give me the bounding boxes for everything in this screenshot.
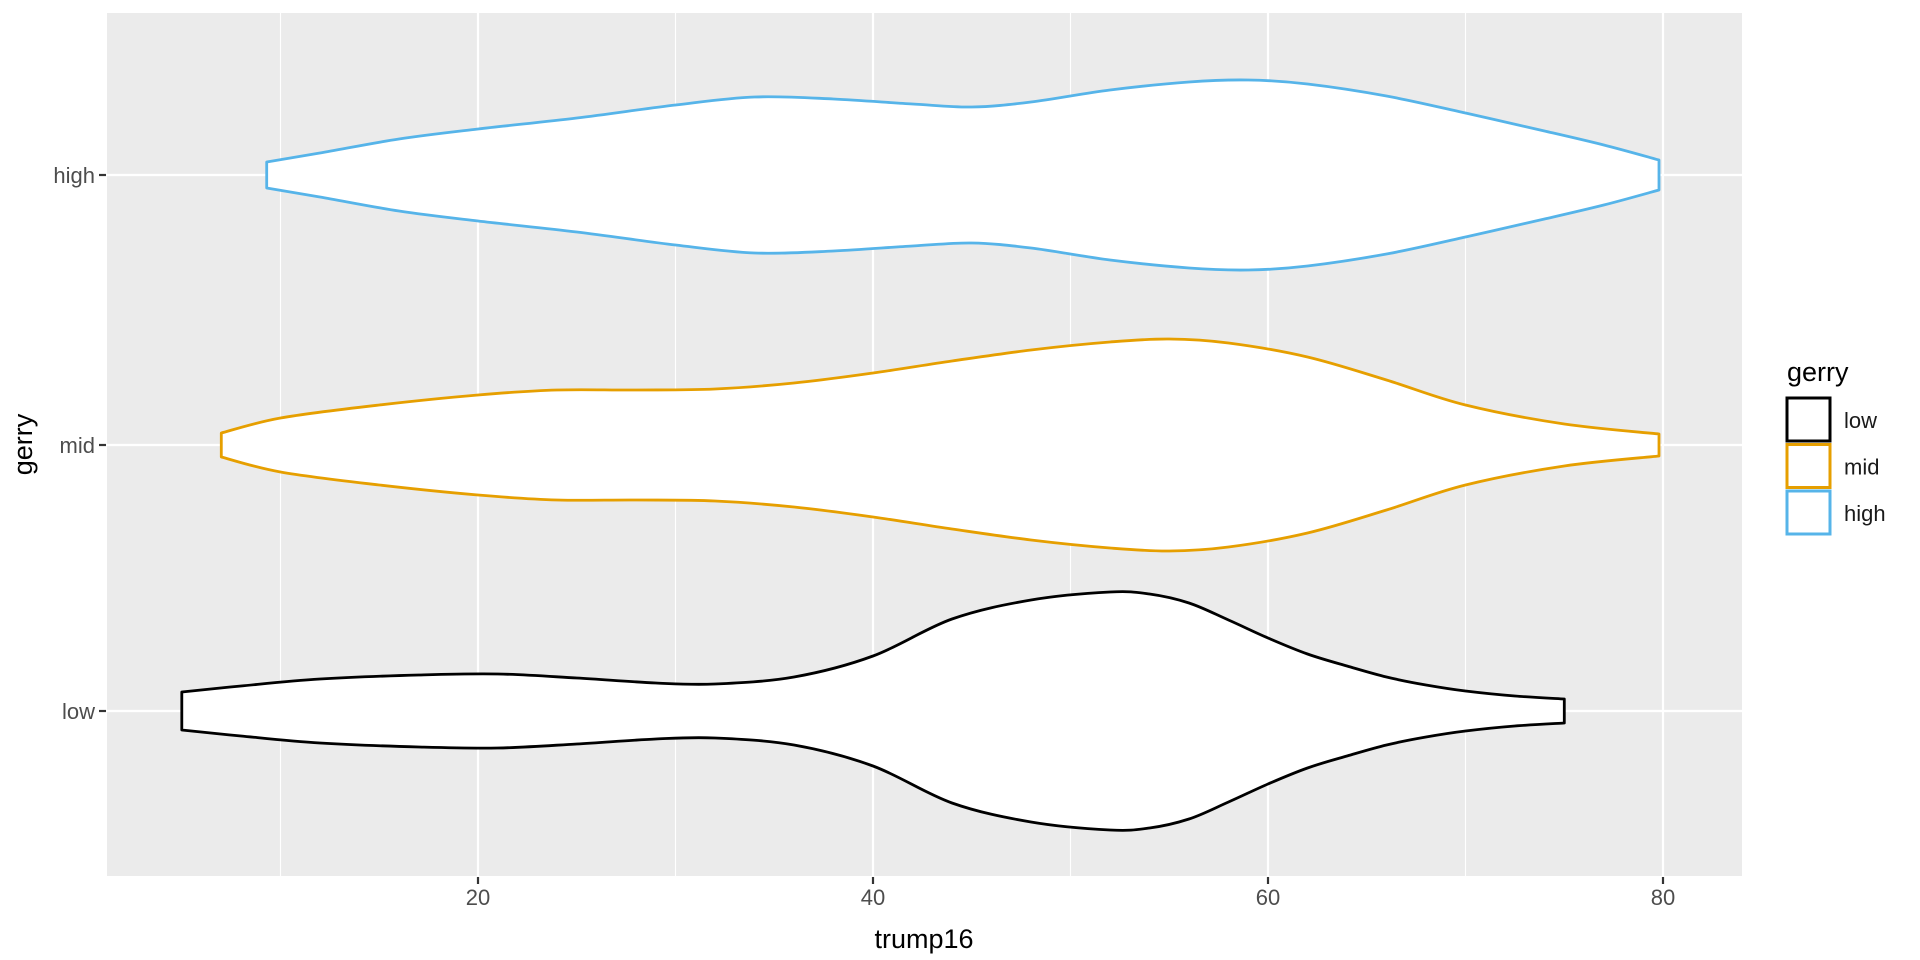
legend-key-high xyxy=(1785,489,1832,536)
legend-title: gerry xyxy=(1787,357,1849,387)
legend-key-low xyxy=(1785,396,1832,443)
legend-label-low: low xyxy=(1844,408,1877,433)
axis-text-layer: 20 40 60 80 high mid low trump16 gerry xyxy=(8,163,1675,954)
tick-layer xyxy=(99,173,1665,884)
legend-key-mid xyxy=(1785,443,1832,489)
y-tick-label-high: high xyxy=(53,163,95,188)
x-axis-title: trump16 xyxy=(874,924,973,954)
violin-mid xyxy=(219,337,1661,553)
y-tick-label-low: low xyxy=(62,699,95,724)
violin-high xyxy=(265,78,1661,272)
legend-label-mid: mid xyxy=(1844,455,1879,480)
legend: gerry low mid high xyxy=(1785,357,1886,536)
violin-low xyxy=(180,590,1566,832)
x-tick-label-60: 60 xyxy=(1256,885,1280,910)
x-tick-label-40: 40 xyxy=(861,885,885,910)
legend-label-high: high xyxy=(1844,501,1886,526)
y-tick-label-mid: mid xyxy=(60,433,95,458)
y-axis-title: gerry xyxy=(8,413,38,475)
violin-layer xyxy=(180,78,1661,832)
x-tick-label-20: 20 xyxy=(466,885,490,910)
x-tick-label-80: 80 xyxy=(1651,885,1675,910)
